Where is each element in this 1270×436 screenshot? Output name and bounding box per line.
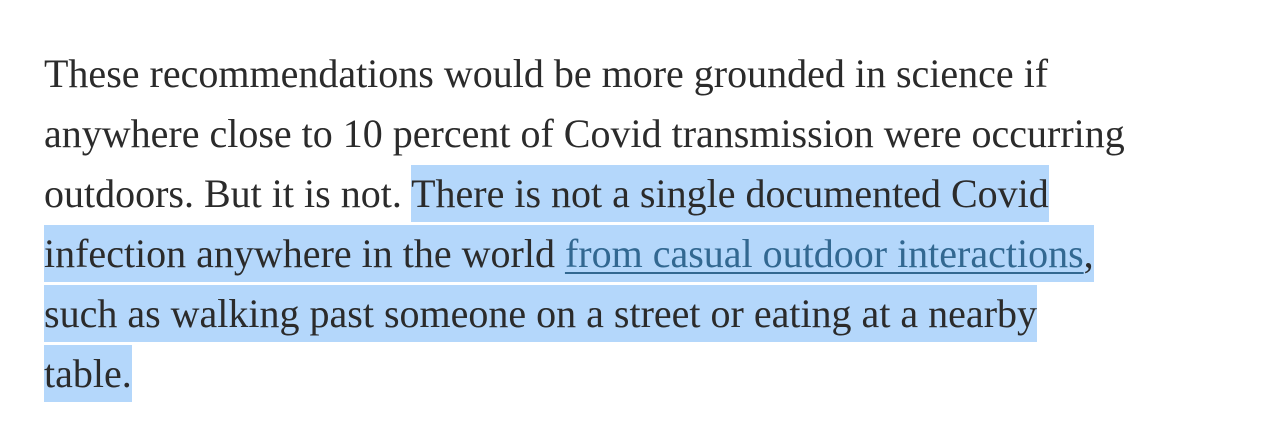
selected-text: table. [44,345,132,402]
paragraph-line-5: such as walking past someone on a street… [44,284,1254,344]
source-link[interactable]: from casual outdoor interactions [564,231,1084,276]
paragraph-line-3: outdoors. But it is not. There is not a … [44,164,1254,224]
paragraph-line-6: table. [44,344,1254,404]
selected-text: infection anywhere in the world from cas… [44,225,1094,282]
selected-text: such as walking past someone on a street… [44,285,1038,342]
selected-text: There is not a single documented Covid [411,165,1049,222]
paragraph-line-1: These recommendations would be more grou… [44,51,1049,96]
selected-text-segment: , [1083,231,1094,276]
paragraph-line-4: infection anywhere in the world from cas… [44,224,1254,284]
article-paragraph: These recommendations would be more grou… [44,44,1254,404]
unselected-text: outdoors. But it is not. [44,171,412,216]
selected-text-segment: infection anywhere in the world [44,231,565,276]
paragraph-line-2: anywhere close to 10 percent of Covid tr… [44,111,1125,156]
